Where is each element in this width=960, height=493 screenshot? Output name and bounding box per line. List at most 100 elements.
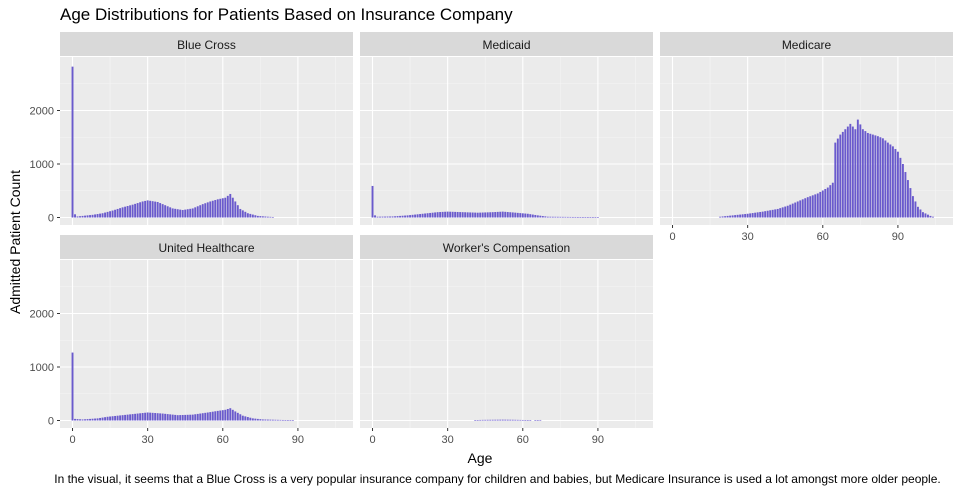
histogram-bar: [854, 129, 857, 218]
histogram-bar: [496, 211, 499, 218]
histogram-bar: [886, 142, 889, 218]
histogram-bar: [801, 199, 804, 218]
histogram-bar: [186, 414, 189, 421]
histogram-bar: [91, 418, 94, 421]
histogram-bar: [141, 201, 144, 218]
histogram-bar: [851, 126, 854, 218]
histogram-bar: [419, 214, 422, 218]
histogram-bar: [116, 208, 119, 218]
facet-strip: [660, 32, 953, 56]
histogram-bar: [129, 205, 132, 218]
histogram-bar: [244, 211, 247, 218]
histogram-bar: [539, 215, 542, 218]
histogram-bar: [394, 216, 397, 218]
x-tick-label: 0: [669, 231, 675, 243]
histogram-bar: [201, 204, 204, 218]
histogram-bar: [559, 216, 562, 218]
histogram-bar: [206, 412, 209, 421]
histogram-bar: [76, 419, 79, 421]
histogram-bar: [774, 209, 777, 218]
histogram-bar: [724, 216, 727, 218]
histogram-bar: [834, 142, 837, 218]
histogram-bar: [434, 212, 437, 218]
histogram-bar: [204, 412, 207, 421]
facet-strip: [360, 32, 653, 56]
histogram-bar: [201, 413, 204, 421]
histogram-bar: [379, 216, 381, 218]
histogram-bar: [151, 201, 154, 218]
histogram-bar: [151, 412, 154, 421]
histogram-bar: [79, 216, 81, 218]
histogram-bar: [109, 211, 112, 218]
histogram-bar: [546, 216, 549, 218]
histogram-bar: [849, 123, 852, 218]
facet-label: Worker's Compensation: [443, 241, 570, 255]
histogram-bar: [449, 211, 452, 218]
histogram-bar: [754, 212, 757, 218]
histogram-bar: [276, 419, 279, 421]
histogram-bar: [259, 419, 262, 421]
histogram-bar: [81, 419, 84, 421]
histogram-bar: [929, 215, 932, 218]
histogram-bar: [859, 124, 862, 218]
histogram-bar: [884, 140, 887, 218]
histogram-bar: [764, 211, 767, 218]
facet-united-healthcare: United Healthcare 0 1000 2000 0 30 60 90: [30, 235, 353, 446]
histogram-bar: [471, 212, 474, 218]
histogram-bar: [219, 198, 222, 218]
histogram-bar: [251, 214, 254, 218]
histogram-bar: [431, 212, 434, 218]
histogram-bar: [799, 200, 802, 218]
chart-caption: In the visual, it seems that a Blue Cros…: [54, 472, 941, 486]
histogram-bar: [211, 411, 214, 421]
histogram-bar: [534, 214, 537, 218]
histogram-bar: [204, 203, 207, 218]
histogram-bar: [221, 198, 224, 218]
histogram-bar: [406, 215, 409, 218]
histogram-bar: [239, 414, 242, 421]
histogram-bar: [444, 211, 447, 218]
histogram-bar: [531, 214, 534, 218]
histogram-bar: [131, 204, 134, 218]
histogram-bar: [491, 212, 494, 218]
histogram-bar: [506, 212, 509, 218]
histogram-bar: [504, 419, 507, 421]
histogram-bar: [534, 420, 537, 421]
histogram-bar: [836, 138, 839, 218]
histogram-bar: [864, 131, 867, 218]
histogram-bar: [161, 413, 164, 421]
histogram-bar: [514, 212, 517, 218]
histogram-bar: [144, 412, 147, 421]
panel-background: [360, 260, 653, 428]
histogram-bar: [251, 418, 254, 421]
histogram-bar: [589, 217, 592, 218]
histogram-bar: [131, 414, 134, 421]
histogram-bar: [241, 415, 244, 421]
histogram-bar: [401, 215, 404, 218]
histogram-bar: [841, 131, 844, 218]
histogram-bar: [796, 201, 799, 218]
y-tick-label: 2000: [30, 309, 54, 321]
histogram-bar: [91, 214, 94, 218]
histogram-bar: [146, 412, 149, 421]
histogram-bar: [536, 215, 539, 218]
histogram-bar: [484, 212, 487, 218]
histogram-bar: [451, 211, 454, 218]
histogram-bar: [239, 208, 242, 218]
histogram-bar: [396, 216, 399, 218]
histogram-bar: [529, 214, 532, 218]
histogram-bar: [214, 200, 217, 218]
histogram-bar: [164, 413, 167, 421]
histogram-bar: [806, 197, 809, 218]
histogram-bar: [499, 211, 502, 218]
histogram-bar: [259, 216, 262, 218]
histogram-bar: [191, 414, 194, 421]
histogram-bar: [126, 206, 129, 218]
histogram-bar: [871, 134, 874, 218]
histogram-bar: [409, 215, 412, 218]
histogram-bar: [456, 211, 459, 218]
histogram-bar: [189, 208, 192, 218]
histogram-bar: [509, 419, 512, 421]
histogram-bar: [184, 209, 187, 218]
histogram-bar: [254, 418, 257, 421]
